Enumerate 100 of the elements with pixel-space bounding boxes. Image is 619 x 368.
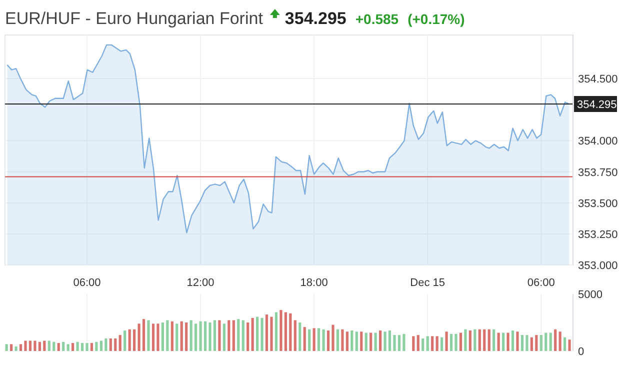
- bar: [360, 332, 363, 351]
- text: +0.585: [355, 11, 399, 27]
- bar: [350, 330, 354, 351]
- bar: [530, 337, 533, 351]
- bar: [568, 340, 571, 351]
- bar: [544, 332, 548, 351]
- bar: [14, 346, 18, 351]
- bar: [341, 329, 344, 351]
- x-tick-label: 06:00: [73, 277, 101, 289]
- bar: [364, 332, 368, 351]
- bar: [384, 332, 386, 351]
- y-tick-label: 353.000: [578, 260, 618, 272]
- bar: [526, 335, 528, 351]
- chart-title: EUR/HUF - Euro Hungarian Forint: [5, 9, 264, 28]
- bar: [265, 314, 268, 351]
- bar: [289, 313, 292, 351]
- bar: [114, 338, 117, 351]
- bar: [5, 344, 8, 351]
- bar: [222, 324, 226, 351]
- ref-line-label: 354.295: [577, 99, 617, 111]
- bar: [242, 320, 244, 351]
- bar: [308, 329, 311, 351]
- bar: [86, 343, 88, 351]
- bar: [156, 324, 160, 351]
- bar: [246, 322, 250, 351]
- bar: [274, 312, 278, 351]
- bar: [326, 330, 330, 351]
- bar: [284, 312, 287, 351]
- bar: [43, 340, 46, 351]
- bar: [80, 343, 84, 351]
- bar: [190, 320, 192, 351]
- bar: [38, 342, 41, 351]
- bar: [318, 328, 320, 351]
- bar: [185, 322, 188, 351]
- bar: [147, 320, 150, 351]
- bar: [303, 327, 306, 351]
- bar: [294, 320, 296, 351]
- bar: [104, 338, 108, 351]
- bar: [374, 332, 377, 351]
- bar: [355, 332, 358, 351]
- bar: [398, 335, 401, 351]
- bar: [109, 338, 112, 351]
- bar: [90, 343, 94, 351]
- bar: [416, 335, 420, 351]
- bar: [52, 342, 56, 351]
- bar: [502, 332, 505, 351]
- bar: [57, 343, 60, 351]
- bar: [66, 344, 70, 351]
- bar: [388, 330, 392, 351]
- y-tick-label: 354.000: [578, 136, 618, 148]
- bar: [48, 340, 50, 351]
- y-tick-label: 5000: [578, 289, 602, 301]
- bar: [440, 337, 444, 351]
- bar: [454, 334, 458, 351]
- bar: [468, 330, 472, 351]
- y-tick-label: 353.250: [578, 228, 618, 241]
- bar: [142, 319, 146, 351]
- bar: [161, 322, 164, 351]
- bar: [100, 340, 102, 351]
- bar: [492, 329, 496, 351]
- bar: [270, 316, 273, 351]
- bar: [251, 318, 254, 351]
- bar: [478, 329, 481, 351]
- bar: [336, 329, 340, 351]
- bar: [208, 322, 212, 351]
- bar: [511, 330, 514, 351]
- bar: [474, 329, 476, 351]
- bar: [138, 324, 140, 351]
- bar: [95, 342, 98, 351]
- x-tick-label: 12:00: [186, 277, 214, 289]
- x-tick-label: 18:00: [300, 277, 328, 289]
- bar: [124, 330, 126, 351]
- bar: [128, 329, 131, 351]
- bar: [497, 332, 500, 351]
- y-tick-label: 0: [578, 346, 584, 358]
- y-tick-label: 353.750: [578, 166, 618, 179]
- bar: [540, 335, 542, 351]
- bar: [76, 342, 79, 351]
- bar: [370, 332, 372, 351]
- bar: [280, 310, 282, 351]
- bar: [166, 320, 169, 351]
- bar: [19, 344, 22, 351]
- bar: [34, 340, 36, 351]
- x-tick-label: Dec 15: [410, 277, 446, 289]
- bar: [213, 320, 216, 351]
- bar: [464, 329, 467, 351]
- bar: [199, 321, 202, 351]
- bar: [422, 338, 424, 351]
- bar: [483, 329, 486, 351]
- bar: [506, 332, 510, 351]
- bar: [535, 335, 538, 351]
- bar: [28, 340, 32, 351]
- bar: [152, 324, 155, 351]
- text: 354.295: [284, 9, 346, 28]
- bar: [426, 336, 429, 351]
- bar: [450, 334, 453, 351]
- bar: [412, 336, 415, 351]
- bar: [232, 320, 235, 351]
- bar: [180, 321, 183, 351]
- bar: [393, 335, 396, 351]
